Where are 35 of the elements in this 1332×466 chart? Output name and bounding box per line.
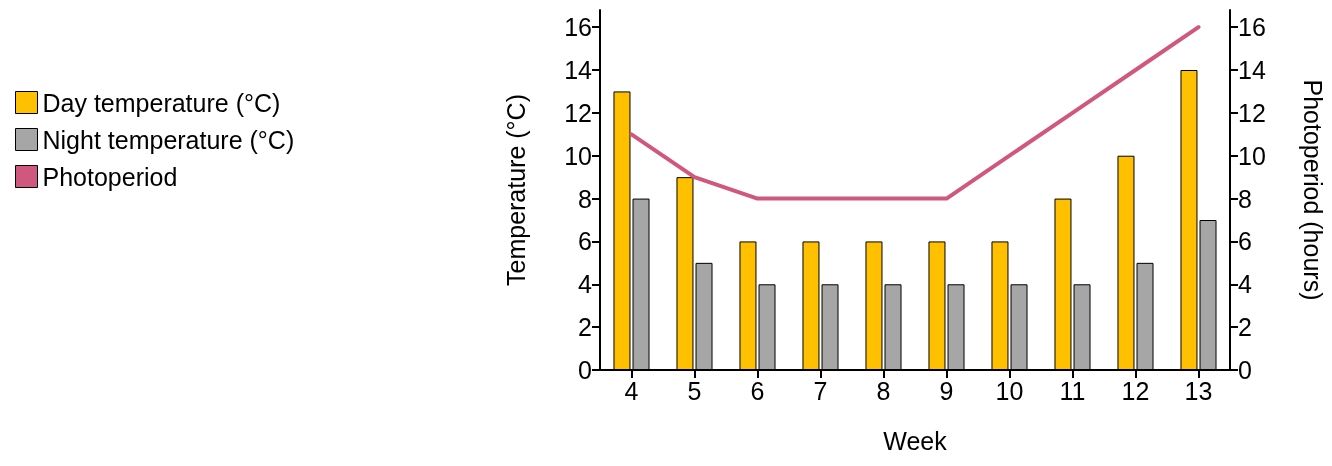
- line-series: [629, 25, 1201, 201]
- legend-label: Photoperiod: [42, 162, 178, 191]
- y2-tick-label: 4: [1238, 270, 1252, 299]
- y-tick-label: 10: [564, 141, 592, 170]
- y2-tick-label: 16: [1238, 13, 1266, 42]
- x-tick-label: 10: [995, 376, 1024, 405]
- y2-tick-label: 10: [1238, 141, 1266, 170]
- x-tick-label: 4: [624, 376, 639, 405]
- y2-tick-label: 0: [1238, 356, 1252, 384]
- y2-tick-label: 8: [1238, 184, 1252, 213]
- y-tick-label: 0: [578, 356, 592, 384]
- y-axis-title: Temperature (°C): [501, 94, 530, 286]
- y2-tick-label: 12: [1238, 98, 1266, 127]
- y-tick-label: 8: [578, 184, 592, 213]
- y2-tick-label: 14: [1238, 56, 1266, 84]
- x-tick-label: 11: [1059, 376, 1086, 405]
- y-tick-label: 16: [564, 13, 592, 42]
- y-tick-label: 4: [578, 270, 593, 299]
- x-tick-label: 5: [687, 376, 702, 405]
- x-tick-label: 12: [1121, 376, 1150, 405]
- x-tick-label: 6: [750, 376, 765, 405]
- legend-label: Night temperature (°C): [42, 125, 295, 154]
- legend-label: Day temperature (°C): [42, 88, 281, 117]
- x-tick-label: 9: [939, 376, 954, 405]
- x-tick-label: 13: [1184, 376, 1213, 405]
- y2-axis-title: Photoperiod (hours): [1298, 79, 1327, 301]
- x-tick-label: 8: [876, 376, 891, 405]
- y-tick-label: 12: [564, 98, 592, 127]
- y-tick-label: 6: [578, 227, 592, 256]
- y-tick-label: 14: [564, 56, 593, 84]
- x-tick-label: 7: [813, 376, 828, 405]
- y-tick-label: 2: [578, 313, 592, 342]
- x-axis-title: Week: [883, 426, 948, 455]
- y2-tick-label: 2: [1238, 313, 1252, 342]
- y2-tick-label: 6: [1238, 227, 1252, 256]
